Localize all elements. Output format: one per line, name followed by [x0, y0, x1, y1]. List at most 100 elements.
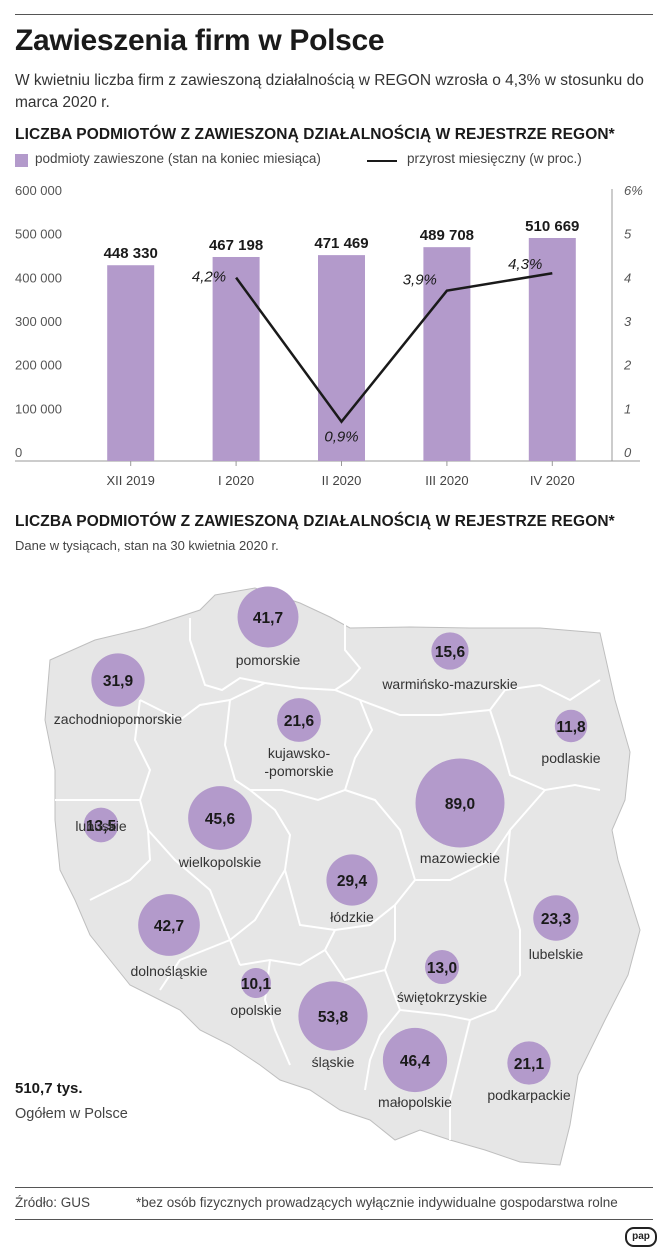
region-value-label: 23,3 — [541, 911, 572, 928]
region-name-label: wielkopolskie — [178, 854, 262, 870]
region-name-label: dolnośląskie — [130, 963, 207, 979]
region-name-label: lubuskie — [75, 818, 127, 834]
region-value-label: 53,8 — [318, 1009, 349, 1026]
region-name-label: małopolskie — [378, 1094, 452, 1110]
region-value-label: 13,0 — [427, 960, 457, 977]
region-name-label: pomorskie — [236, 652, 301, 668]
total-value: 510,7 tys. — [15, 1080, 83, 1097]
bar — [212, 256, 260, 461]
region-bubble — [382, 1027, 448, 1093]
bar — [318, 255, 365, 461]
region-value-label: 45,6 — [205, 811, 236, 828]
region-value-label: 31,9 — [103, 673, 134, 690]
x-tick-label: I 2020 — [218, 473, 254, 488]
region-value-label: 21,6 — [284, 713, 315, 730]
region-bubble — [188, 786, 252, 850]
region-name-label: podkarpackie — [487, 1087, 570, 1103]
top-rule — [15, 14, 653, 15]
region-bubble — [424, 949, 460, 985]
legend-bar-swatch — [15, 154, 28, 167]
line-value-label: 0,9% — [324, 429, 358, 446]
bar-value-label: 448 330 — [104, 245, 158, 262]
region-name-label: lubelskie — [529, 946, 584, 962]
y-tick-label: 0 — [15, 445, 22, 460]
page-subtitle: W kwietniu liczba firm z zawieszoną dzia… — [15, 72, 644, 111]
region-bubble — [326, 854, 378, 906]
region-name-label: śląskie — [312, 1054, 355, 1070]
bar-value-label: 467 198 — [209, 237, 263, 254]
region-value-label: 29,4 — [337, 873, 368, 890]
y-tick-label: 100 000 — [15, 401, 62, 416]
bar — [107, 265, 155, 461]
region-name-label: zachodniopomorskie — [54, 711, 183, 727]
footer-rule-top — [15, 1187, 653, 1188]
region-borders — [55, 618, 601, 1140]
pap-logo: pap — [625, 1227, 657, 1247]
region-name-label: świętokrzyskie — [397, 989, 487, 1005]
region-bubble — [507, 1041, 551, 1085]
region-name-label: łódzkie — [330, 909, 374, 925]
x-tick-label: II 2020 — [322, 473, 362, 488]
footnote-text: *bez osób fizycznych prowadzących wyłącz… — [136, 1195, 618, 1210]
region-bubble — [83, 807, 119, 843]
region-value-label: 13,5 — [86, 818, 117, 835]
region-name-label: mazowieckie — [420, 850, 500, 866]
map-note: Dane w tysiącach, stan na 30 kwietnia 20… — [15, 538, 279, 553]
x-tick-label: XII 2019 — [106, 473, 154, 488]
y2-tick-label: 1 — [624, 401, 631, 416]
y2-tick-label: 5 — [624, 227, 632, 242]
region-bubble — [431, 632, 469, 670]
legend-bar-label: podmioty zawieszone (stan na koniec mies… — [35, 151, 321, 166]
region-bubble — [298, 981, 368, 1051]
region-bubbles: 41,7 pomorskie 15,6 warmińsko-mazurskie 31,9… — [54, 586, 601, 1110]
y-tick-label: 500 000 — [15, 227, 62, 242]
x-tick-label: IV 2020 — [530, 473, 575, 488]
growth-line — [235, 272, 553, 424]
total-label: Ogółem w Polsce — [15, 1106, 128, 1122]
region-bubble — [91, 653, 145, 707]
y-tick-label: 200 000 — [15, 358, 62, 373]
y-tick-label: 300 000 — [15, 314, 62, 329]
region-bubble — [138, 894, 200, 956]
y-tick-label: 400 000 — [15, 270, 62, 285]
region-value-label: 46,4 — [400, 1053, 431, 1070]
region-value-label: 21,1 — [514, 1056, 545, 1073]
y2-tick-label: 3 — [624, 314, 632, 329]
footer-rule-bottom — [15, 1219, 653, 1220]
region-value-label: 42,7 — [154, 918, 184, 935]
region-value-label: 89,0 — [445, 796, 475, 813]
y2-tick-label: 0 — [624, 445, 632, 460]
region-bubble — [277, 698, 321, 742]
line-value-label: 3,9% — [403, 272, 437, 289]
y2-tick-label: 2 — [623, 358, 632, 373]
region-value-label: 15,6 — [435, 644, 466, 661]
region-name-label: -pomorskie — [264, 763, 333, 779]
bar-value-label: 489 708 — [420, 227, 474, 244]
bar — [423, 247, 471, 461]
y-tick-label: 600 000 — [15, 183, 62, 198]
x-tick-label: III 2020 — [425, 473, 468, 488]
bar-value-label: 471 469 — [314, 235, 368, 252]
map-title: LICZBA PODMIOTÓW Z ZAWIESZONĄ DZIAŁALNOŚ… — [15, 513, 615, 530]
bar-chart-title: LICZBA PODMIOTÓW Z ZAWIESZONĄ DZIAŁALNOŚ… — [15, 126, 615, 143]
y2-tick-label: 4 — [624, 270, 631, 285]
legend-line-label: przyrost miesięczny (w proc.) — [407, 151, 582, 166]
region-bubble — [241, 968, 271, 998]
line-value-label: 4,3% — [508, 256, 542, 273]
legend-line-swatch — [367, 160, 397, 162]
region-name-label: podlaskie — [541, 750, 600, 766]
region-bubble — [554, 709, 588, 743]
combo-chart: 0 100 000 200 000 300 000 400 000 500 000 600 … — [15, 183, 643, 488]
region-name-label: opolskie — [230, 1002, 282, 1018]
region-bubble — [415, 758, 505, 848]
region-name-label: warmińsko-mazurskie — [381, 676, 518, 692]
region-name-label: kujawsko- — [268, 745, 331, 761]
region-value-label: 11,8 — [556, 719, 586, 736]
page-title: Zawieszenia firm w Polsce — [15, 24, 385, 57]
region-bubble — [533, 895, 579, 941]
bar-value-label: 510 669 — [525, 218, 579, 235]
line-value-label: 4,2% — [192, 269, 226, 286]
source-text: Źródło: GUS — [15, 1195, 91, 1210]
y2-tick-label: 6% — [624, 183, 643, 198]
